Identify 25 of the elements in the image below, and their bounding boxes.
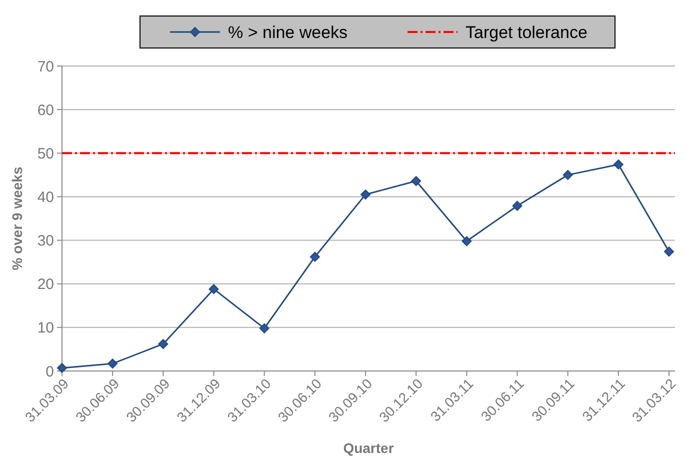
legend-label: % > nine weeks xyxy=(228,22,348,42)
y-axis-title: % over 9 weeks xyxy=(9,166,25,270)
point xyxy=(57,362,67,373)
point xyxy=(462,236,472,246)
y-tick-label: 0 xyxy=(46,363,54,380)
y-tick-label: 20 xyxy=(37,276,54,294)
point xyxy=(360,190,370,200)
point xyxy=(208,284,219,294)
y-tick-label: 60 xyxy=(37,102,54,119)
point xyxy=(108,358,118,369)
y-tick-label: 50 xyxy=(37,145,54,162)
point xyxy=(158,338,168,349)
point xyxy=(613,159,624,170)
y-tick-label: 40 xyxy=(37,188,54,206)
y-tick-label: 10 xyxy=(37,320,54,337)
y-tick-label: 70 xyxy=(37,58,54,76)
point xyxy=(310,252,320,262)
point xyxy=(411,176,422,186)
point xyxy=(562,170,573,180)
x-axis-title: Quarter xyxy=(343,440,394,456)
point xyxy=(512,200,522,211)
point xyxy=(259,323,270,334)
legend-label: Target tolerance xyxy=(466,22,588,42)
point xyxy=(664,246,674,257)
y-tick-label: 30 xyxy=(37,232,54,250)
